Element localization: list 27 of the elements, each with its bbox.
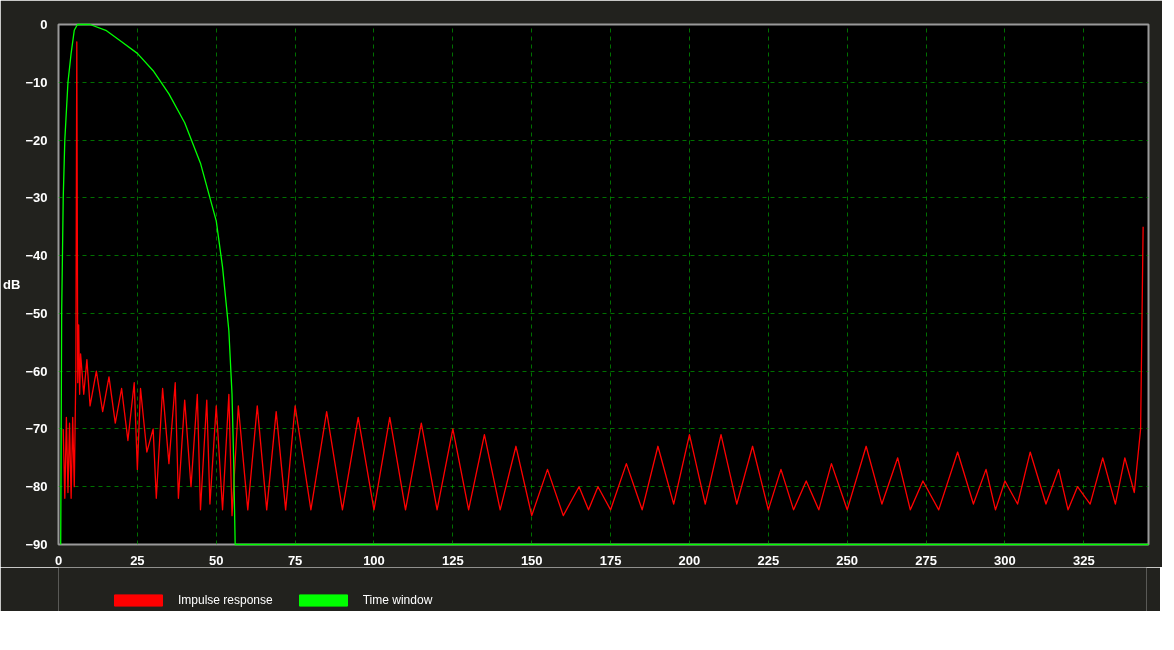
y-tick-label: −50 (25, 305, 48, 321)
y-tick-label: −30 (25, 190, 48, 206)
x-tick-label: 75 (287, 552, 303, 568)
x-tick-label: 0 (54, 552, 63, 568)
legend-label: Time window (362, 593, 433, 607)
y-tick-label: −70 (25, 421, 48, 437)
y-tick-label: −40 (25, 248, 48, 264)
x-tick-label: 225 (757, 552, 780, 568)
x-tick-label: 125 (442, 552, 464, 568)
x-tick-label: 200 (678, 552, 701, 568)
y-axis-title: dB (3, 277, 21, 292)
y-tick-label: −90 (25, 537, 48, 552)
x-tick-label: 150 (520, 552, 543, 568)
x-tick-label: 275 (915, 552, 937, 568)
y-tick-label: −80 (25, 479, 48, 495)
y-tick-label: −10 (25, 74, 48, 90)
legend-label: Impulse response (178, 593, 273, 607)
x-tick-label: 25 (130, 552, 145, 568)
x-tick-label: 250 (836, 552, 859, 568)
x-tick-label: 325 (1072, 552, 1095, 568)
y-tick-label: 0 (40, 17, 48, 32)
x-tick-label: 175 (599, 552, 622, 568)
y-tick-label: −20 (25, 132, 48, 148)
y-tick-label: −60 (25, 363, 48, 379)
x-tick-label: 300 (994, 552, 1016, 568)
x-tick-label: 100 (363, 552, 385, 568)
x-tick-label: 50 (209, 552, 224, 568)
